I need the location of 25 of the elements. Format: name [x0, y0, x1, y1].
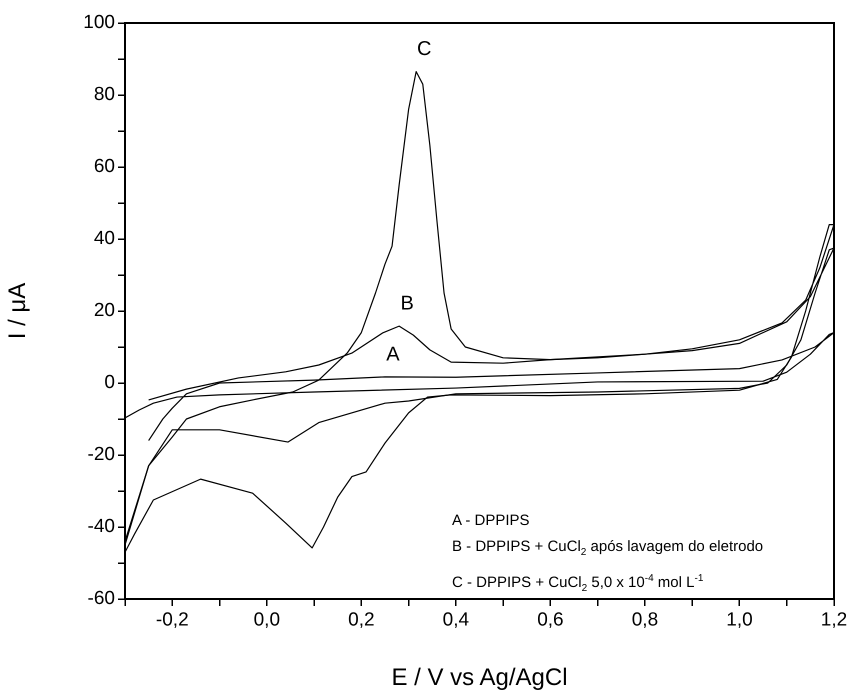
y-tick-label: 60	[94, 156, 115, 178]
annotation: C	[416, 38, 432, 60]
y-tick-label: -60	[88, 588, 115, 610]
y-tick-label: -20	[88, 444, 115, 466]
annotation: A	[386, 343, 400, 366]
annotation: B - DPPIPS + CuCl$_{2}$ após lavagem do eletrodo	[452, 537, 764, 560]
x-axis-title: E / V vs Ag/AgCl	[391, 664, 568, 692]
annotation: A - DPPIPS	[452, 511, 531, 531]
y-axis-title: I / μA	[4, 282, 32, 340]
y-tick-label: 100	[83, 12, 115, 34]
annotation: C - DPPIPS + CuCl$_{2}$ 5,0 x 10$^{-4}$ mol L$^{-1}$	[452, 572, 704, 596]
x-tick-label: 0,8	[632, 610, 658, 631]
x-tick-label: 1,0	[726, 610, 753, 631]
y-tick-label: -40	[88, 516, 115, 538]
x-tick-label: 0,0	[254, 610, 280, 631]
y-tick-label: 20	[94, 300, 115, 322]
x-tick-label: 0,6	[537, 610, 564, 631]
y-tick-label: 80	[94, 84, 115, 106]
x-tick-label: 1,2	[820, 610, 848, 631]
x-tick-label: 0,4	[442, 610, 470, 631]
y-tick-label: 40	[94, 228, 115, 250]
x-tick-label: -0,2	[156, 610, 189, 631]
y-tick-label: 0	[104, 372, 115, 394]
annotation: B	[400, 292, 414, 315]
x-tick-label: 0,2	[348, 610, 375, 631]
